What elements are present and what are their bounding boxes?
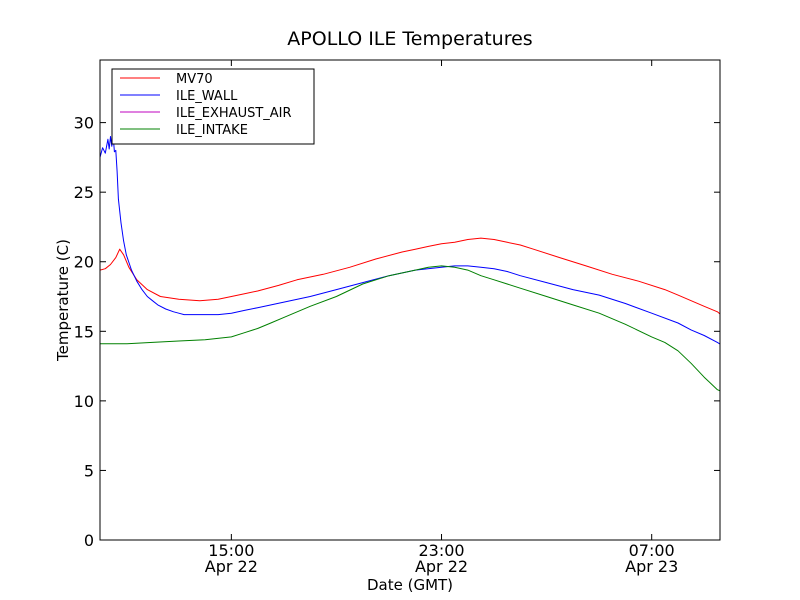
plot-frame	[99, 59, 721, 541]
y-tick-label: 10	[74, 392, 94, 411]
y-tick-label: 5	[84, 461, 94, 480]
x-tick-label-time: 15:00	[208, 541, 254, 560]
x-tick-label-date: Apr 22	[415, 557, 468, 576]
y-tick-label: 15	[74, 322, 94, 341]
series-line-mv70	[100, 237, 720, 315]
legend-label-ile-exhaust-air: ILE_EXHAUST_AIR	[176, 106, 292, 121]
x-axis-label: Date (GMT)	[367, 576, 453, 594]
y-axis-label: Temperature (C)	[54, 239, 72, 362]
legend-label-ile-wall: ILE_WALL	[176, 89, 238, 104]
y-tick-label: 0	[84, 531, 94, 550]
series-line-ile-intake	[100, 265, 720, 392]
legend-label-ile-intake: ILE_INTAKE	[176, 123, 248, 138]
y-tick-label: 30	[74, 114, 94, 133]
x-tick-label-time: 23:00	[418, 541, 464, 560]
chart-title: APOLLO ILE Temperatures	[287, 28, 532, 50]
legend-box	[111, 68, 315, 145]
x-tick-label-date: Apr 22	[205, 557, 258, 576]
legend: MV70 ILE_WALL ILE_EXHAUST_AIR ILE_INTAKE	[111, 68, 315, 145]
y-tick-label: 25	[74, 183, 94, 202]
y-tick-label: 20	[74, 253, 94, 272]
x-tick-label-date: Apr 23	[625, 557, 678, 576]
plot-lines	[100, 134, 720, 392]
legend-label-mv70: MV70	[176, 72, 213, 87]
x-tick-label-time: 07:00	[629, 541, 675, 560]
